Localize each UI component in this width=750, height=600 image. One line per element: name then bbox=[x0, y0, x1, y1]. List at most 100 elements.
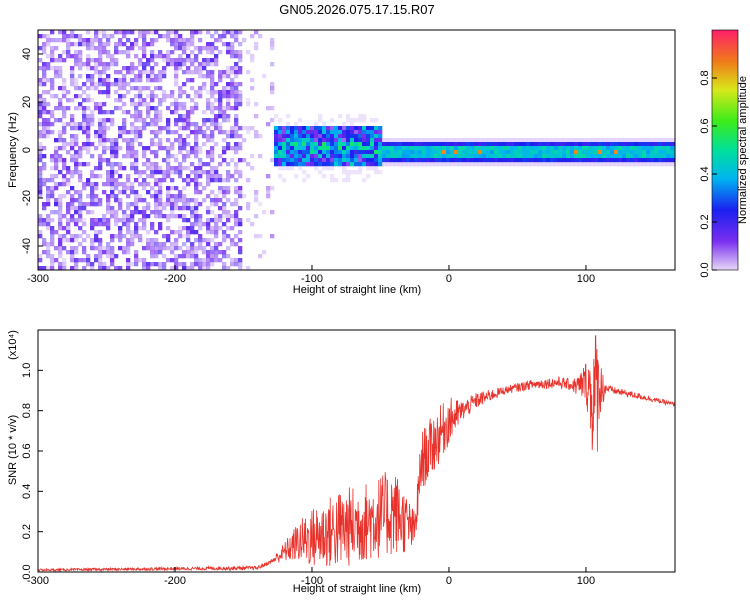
heatmap-cell bbox=[182, 178, 187, 183]
heatmap-cell bbox=[194, 134, 199, 139]
heatmap-cell bbox=[266, 190, 271, 195]
colorbar-ticks: 0.00.20.40.60.8 bbox=[699, 70, 717, 278]
heatmap-cell bbox=[118, 82, 123, 87]
heatmap-cell bbox=[634, 146, 639, 151]
heatmap-cell bbox=[150, 194, 155, 199]
heatmap-cell bbox=[290, 146, 295, 151]
heatmap-cell bbox=[226, 118, 231, 123]
heatmap-cell bbox=[58, 74, 63, 79]
heatmap-cell bbox=[134, 230, 139, 235]
heatmap-cell bbox=[362, 114, 367, 119]
heatmap-cell bbox=[462, 162, 467, 167]
heatmap-cell bbox=[130, 190, 135, 195]
heatmap-cell bbox=[198, 162, 203, 167]
heatmap-cell bbox=[238, 262, 243, 267]
heatmap-cell bbox=[94, 130, 99, 135]
heatmap-cell bbox=[274, 154, 279, 159]
heatmap-cell bbox=[382, 150, 387, 155]
heatmap-cell bbox=[118, 234, 123, 239]
heatmap-cell bbox=[522, 158, 527, 163]
heatmap-cell bbox=[174, 246, 179, 251]
heatmap-cell bbox=[666, 150, 671, 155]
heatmap-cell bbox=[434, 142, 439, 147]
heatmap-cell bbox=[590, 154, 595, 159]
heatmap-cell bbox=[166, 158, 171, 163]
heatmap-cell bbox=[150, 106, 155, 111]
heatmap-cell bbox=[58, 30, 63, 35]
heatmap-cell bbox=[130, 142, 135, 147]
heatmap-cell bbox=[86, 162, 91, 167]
heatmap-cell bbox=[442, 150, 447, 155]
heatmap-cell bbox=[190, 266, 195, 270]
heatmap-cell bbox=[178, 138, 183, 143]
heatmap-cell bbox=[206, 74, 211, 79]
heatmap-cell bbox=[186, 166, 191, 171]
heatmap-cell bbox=[378, 150, 383, 155]
heatmap-cell bbox=[122, 34, 127, 39]
heatmap-cell bbox=[62, 234, 67, 239]
heatmap-cell bbox=[630, 158, 635, 163]
heatmap-cell bbox=[162, 34, 167, 39]
heatmap-cell bbox=[578, 150, 583, 155]
x-tick-label: -100 bbox=[301, 273, 323, 285]
heatmap-cell bbox=[98, 266, 103, 270]
heatmap-cell bbox=[422, 158, 427, 163]
colorbar-tick-label: 0.4 bbox=[699, 166, 711, 181]
heatmap-cell bbox=[574, 154, 579, 159]
heatmap-cell bbox=[110, 190, 115, 195]
heatmap-cell bbox=[486, 158, 491, 163]
heatmap-cell bbox=[486, 146, 491, 151]
heatmap-cell bbox=[154, 154, 159, 159]
heatmap-cell bbox=[146, 86, 151, 91]
heatmap-cell bbox=[98, 250, 103, 255]
heatmap-cell bbox=[310, 158, 315, 163]
heatmap-cell bbox=[650, 158, 655, 163]
heatmap-cell bbox=[62, 138, 67, 143]
heatmap-cell bbox=[630, 146, 635, 151]
heatmap-cell bbox=[98, 122, 103, 127]
heatmap-cell bbox=[198, 62, 203, 67]
x-tick-label: 0 bbox=[446, 575, 452, 587]
heatmap-cell bbox=[358, 118, 363, 123]
heatmap-cell bbox=[130, 86, 135, 91]
heatmap-cell bbox=[110, 258, 115, 263]
heatmap-cell bbox=[306, 138, 311, 143]
heatmap-cell bbox=[130, 166, 135, 171]
heatmap-cell bbox=[150, 50, 155, 55]
heatmap-cell bbox=[38, 222, 43, 227]
heatmap-cell bbox=[110, 118, 115, 123]
heatmap-cell bbox=[170, 146, 175, 151]
heatmap-cell bbox=[86, 254, 91, 259]
heatmap-cell bbox=[206, 210, 211, 215]
heatmap-cell bbox=[186, 114, 191, 119]
heatmap-cell bbox=[98, 254, 103, 259]
heatmap-cell bbox=[578, 158, 583, 163]
heatmap-cell bbox=[94, 34, 99, 39]
heatmap-cell bbox=[194, 130, 199, 135]
heatmap-cell bbox=[298, 166, 303, 171]
y-tick-label: 0 bbox=[21, 147, 33, 153]
heatmap-cell bbox=[222, 194, 227, 199]
heatmap-cell bbox=[142, 146, 147, 151]
heatmap-cell bbox=[66, 142, 71, 147]
heatmap-cell bbox=[630, 142, 635, 147]
heatmap-cell bbox=[174, 98, 179, 103]
heatmap-cell bbox=[210, 46, 215, 51]
heatmap-cell bbox=[114, 46, 119, 51]
heatmap-cell bbox=[182, 254, 187, 259]
heatmap-cell bbox=[110, 178, 115, 183]
heatmap-cell bbox=[202, 162, 207, 167]
heatmap-cell bbox=[174, 34, 179, 39]
heatmap-cell bbox=[150, 70, 155, 75]
heatmap-cell bbox=[214, 118, 219, 123]
heatmap-cell bbox=[78, 174, 83, 179]
heatmap-cell bbox=[630, 162, 635, 167]
heatmap-cell bbox=[214, 126, 219, 131]
heatmap-cell bbox=[150, 30, 155, 35]
heatmap-cell bbox=[94, 198, 99, 203]
heatmap-cell bbox=[342, 146, 347, 151]
heatmap-cell bbox=[206, 134, 211, 139]
heatmap-cell bbox=[90, 246, 95, 251]
heatmap-cell bbox=[586, 158, 591, 163]
heatmap-cell bbox=[74, 154, 79, 159]
